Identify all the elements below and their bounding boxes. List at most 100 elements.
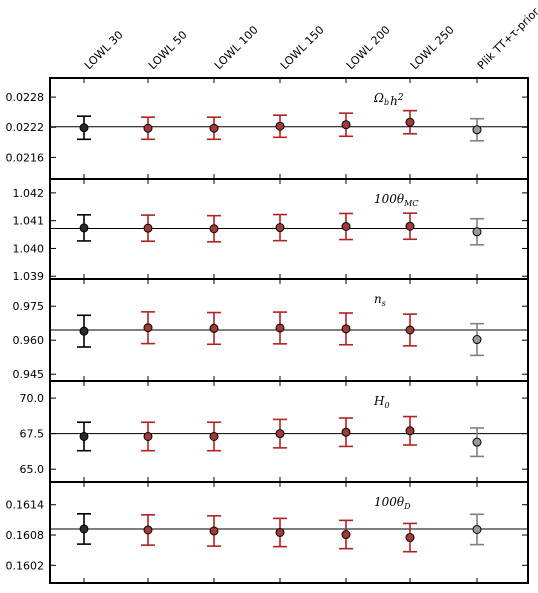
category-label: LOWL 200	[344, 23, 393, 72]
y-tick-label: 0.1602	[6, 559, 45, 572]
y-tick-label: 1.039	[13, 270, 45, 283]
error-bar	[273, 311, 287, 345]
error-bar	[470, 427, 484, 458]
data-point	[143, 431, 153, 441]
error-bar	[339, 417, 353, 448]
data-point	[79, 524, 89, 534]
error-bar	[207, 421, 221, 452]
parameter-label: H0	[373, 394, 390, 410]
error-bar	[339, 312, 353, 346]
data-point	[209, 323, 219, 333]
data-point	[275, 121, 285, 131]
error-bar	[470, 322, 484, 357]
category-label: Plik TT+τ-prior	[475, 5, 538, 72]
y-tick-label: 65.0	[20, 463, 45, 476]
data-point	[275, 223, 285, 233]
data-point	[472, 524, 482, 534]
error-bar	[141, 311, 155, 345]
data-point	[405, 533, 415, 543]
error-bar	[207, 116, 221, 141]
parameter-label: Ωbh2	[373, 91, 404, 108]
data-point	[209, 224, 219, 234]
panel-frame	[49, 380, 529, 483]
error-bar	[207, 214, 221, 243]
error-bar	[403, 313, 417, 347]
y-tick-label: 0.975	[13, 300, 45, 313]
data-point	[341, 427, 351, 437]
error-bar	[339, 112, 353, 138]
data-point	[275, 429, 285, 439]
category-labels: LOWL 30 LOWL 50 LOWL 100 LOWL 150 LOWL 200 LO…	[82, 5, 538, 72]
y-tick-label: 0.945	[13, 368, 45, 381]
data-point	[79, 431, 89, 441]
category-label: LOWL 150	[278, 23, 327, 72]
data-point	[405, 426, 415, 436]
data-point	[472, 437, 482, 447]
parameter-label: 100θMC	[374, 192, 418, 208]
error-bar	[77, 115, 91, 141]
error-bar	[273, 418, 287, 449]
error-bar	[470, 117, 484, 142]
y-tick-label: 0.960	[13, 334, 45, 347]
error-bar	[77, 513, 91, 545]
data-point	[143, 123, 153, 133]
data-point	[275, 528, 285, 537]
error-bar	[403, 212, 417, 241]
data-point	[405, 325, 415, 335]
y-tick-label: 0.0222	[6, 121, 45, 134]
error-bar	[339, 212, 353, 241]
error-bar	[207, 311, 221, 346]
y-tick-label: 1.040	[13, 242, 45, 255]
data-point	[209, 123, 219, 133]
category-label: LOWL 30	[82, 28, 126, 72]
error-bar	[339, 519, 353, 550]
y-tick-label: 0.0216	[6, 151, 45, 164]
parameter-label: 100θD	[374, 495, 411, 511]
data-point	[472, 335, 482, 345]
error-bar	[141, 116, 155, 141]
category-label: LOWL 100	[212, 23, 261, 72]
error-bar	[141, 214, 155, 243]
data-point	[472, 125, 482, 135]
data-point	[341, 324, 351, 334]
error-bar	[77, 314, 91, 348]
error-bar	[141, 514, 155, 546]
data-point	[209, 431, 219, 441]
error-bar	[141, 421, 155, 452]
data-point	[341, 222, 351, 231]
data-point	[341, 120, 351, 130]
y-tick-label: 0.1608	[6, 529, 45, 542]
error-bar	[273, 517, 287, 548]
y-tick-label: 0.1614	[6, 499, 45, 512]
data-point	[143, 323, 153, 333]
panel-frame	[49, 77, 529, 180]
panel: 0.1614 0.1608 0.1602 100θD	[6, 481, 529, 584]
panel: 1.042 1.041 1.040 1.039 100θMC	[13, 178, 529, 283]
error-bar	[207, 515, 221, 547]
y-tick-label: 0.0228	[6, 91, 45, 104]
error-bar	[77, 421, 91, 452]
error-bar	[403, 415, 417, 446]
panel-frame	[49, 178, 529, 280]
y-tick-label: 1.041	[13, 215, 45, 228]
category-label: LOWL 50	[146, 28, 190, 72]
data-point	[79, 123, 89, 133]
data-point	[341, 530, 351, 540]
error-bar	[470, 217, 484, 246]
data-point	[209, 526, 219, 536]
parameter-label: ns	[374, 292, 386, 308]
data-point	[79, 223, 89, 233]
data-point	[275, 323, 285, 333]
data-point	[405, 221, 415, 231]
panel: 70.0 67.5 65.0 H0	[20, 380, 529, 483]
y-tick-label: 1.042	[13, 187, 45, 200]
error-bar	[403, 109, 417, 135]
parameter-panels: 0.02280.02220.0216Ωbh21.0421.0411.0401.0…	[6, 77, 529, 584]
error-bar	[403, 522, 417, 553]
data-point	[143, 223, 153, 233]
error-bar	[273, 114, 287, 139]
error-bar	[77, 214, 91, 242]
error-bar	[470, 513, 484, 546]
panel-frame	[49, 481, 529, 584]
